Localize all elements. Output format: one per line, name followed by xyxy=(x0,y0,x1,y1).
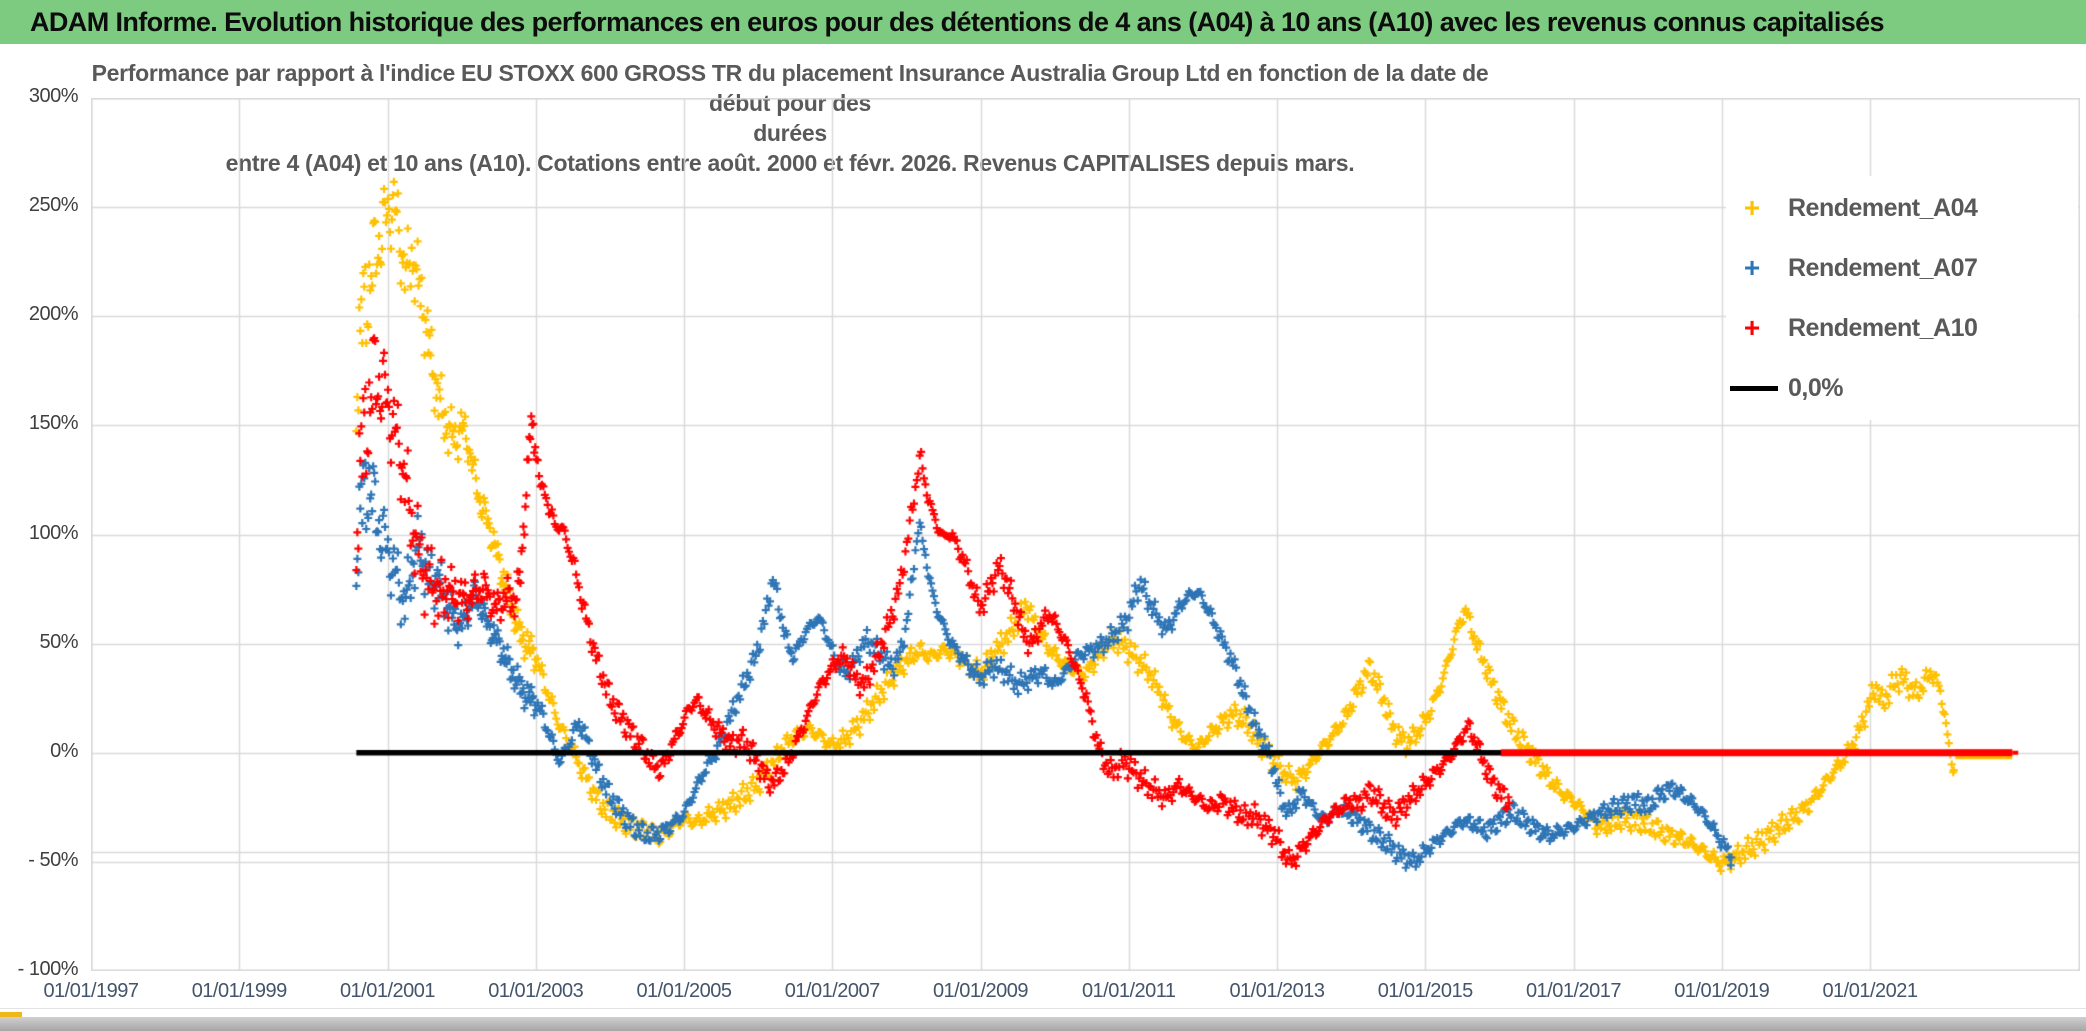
x-tick-label: 01/01/2001 xyxy=(339,980,436,1002)
y-tick-label: - 50% xyxy=(28,848,78,871)
y-tick-label: 50% xyxy=(39,630,78,653)
y-tick-label: 150% xyxy=(28,412,79,435)
zero-line-swatch xyxy=(1730,385,1778,391)
y-tick-label: 250% xyxy=(28,194,79,217)
plus-marker-icon: + xyxy=(1743,312,1761,343)
x-tick-label: 01/01/2007 xyxy=(784,980,881,1002)
legend-label: Rendement_A04 xyxy=(1788,193,1978,222)
legend-label: Rendement_A07 xyxy=(1788,253,1978,282)
x-tick-label: 01/01/2009 xyxy=(932,980,1029,1002)
chart-legend[interactable]: + Rendement_A04 + Rendement_A07 + Rendement_A… xyxy=(1726,176,2078,420)
y-tick-label: - 100% xyxy=(17,958,79,980)
x-tick-label: 01/01/1997 xyxy=(43,980,139,1002)
bottom-scrollbar[interactable] xyxy=(0,1017,2086,1031)
legend-item-rendement-a07[interactable]: + Rendement_A07 xyxy=(1726,238,2078,298)
report-header: ADAM Informe. Evolution historique des p… xyxy=(0,0,2086,44)
y-tick-label: 200% xyxy=(28,303,79,326)
plus-marker-icon: + xyxy=(1743,192,1761,223)
legend-item-rendement-a10[interactable]: + Rendement_A10 xyxy=(1726,298,2078,358)
legend-label: Rendement_A10 xyxy=(1788,313,1978,342)
legend-item-rendement-a04[interactable]: + Rendement_A04 xyxy=(1726,178,2078,238)
x-tick-label: 01/01/2003 xyxy=(488,980,584,1002)
x-tick-label: 01/01/2015 xyxy=(1377,980,1474,1002)
plus-marker-icon: + xyxy=(1743,252,1761,283)
x-tick-label: 01/01/2017 xyxy=(1525,980,1622,1002)
legend-item-0-0-[interactable]: 0,0% xyxy=(1726,358,2078,418)
x-tick-label: 01/01/2005 xyxy=(636,980,732,1002)
report-header-title: ADAM Informe. Evolution historique des p… xyxy=(30,6,1885,37)
legend-label: 0,0% xyxy=(1788,373,1843,402)
x-tick-label: 01/01/2021 xyxy=(1822,980,1918,1002)
x-tick-label: 01/01/2019 xyxy=(1674,980,1770,1002)
x-tick-label: 01/01/1999 xyxy=(191,980,288,1002)
y-tick-label: 0% xyxy=(50,739,78,762)
x-tick-label: 01/01/2011 xyxy=(1081,980,1176,1002)
x-tick-label: 01/01/2013 xyxy=(1229,980,1325,1002)
chart-title-line-1: Performance par rapport à l'indice EU ST… xyxy=(91,60,1489,116)
y-tick-label: 300% xyxy=(28,85,79,107)
y-tick-label: 100% xyxy=(28,521,79,544)
chart-area: Performance par rapport à l'indice EU ST… xyxy=(0,44,2086,1008)
